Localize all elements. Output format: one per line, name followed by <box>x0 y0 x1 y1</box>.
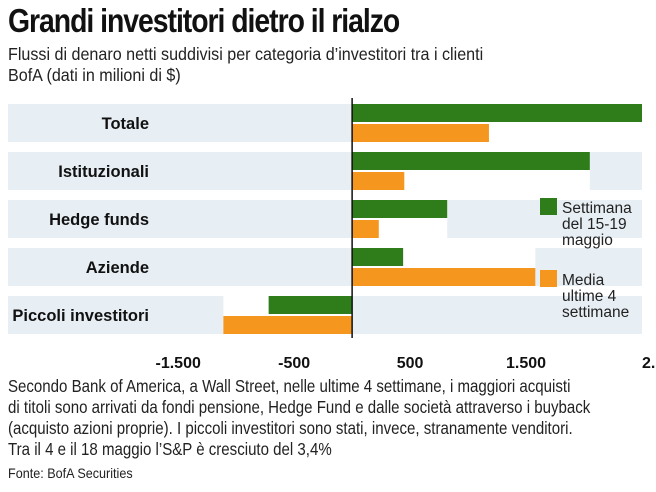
legend-label: del 15-19 <box>562 216 627 233</box>
footnote: Secondo Bank of America, a Wall Street, … <box>8 376 610 460</box>
footnote-line: di titoli sono arrivati da fondi pension… <box>8 397 591 417</box>
legend-label: Media <box>562 272 605 289</box>
bar-current-week <box>352 248 404 266</box>
bar-4week-average <box>352 172 405 190</box>
source-note: Fonte: BofA Securities <box>8 465 133 481</box>
category-label: Istituzionali <box>58 163 149 181</box>
category-label: Piccoli investitori <box>12 307 149 325</box>
page-title: Grandi investitori dietro il rialzo <box>8 2 400 39</box>
footnote-line: Secondo Bank of America, a Wall Street, … <box>8 376 571 396</box>
bar-chart: Totale Istituzionali Hedge funds Aziende Pic… <box>8 98 656 372</box>
bar-current-week <box>268 296 353 314</box>
x-tick-label: -1.500 <box>156 355 201 372</box>
x-tick-label: 2.500 <box>642 355 656 372</box>
legend-label: ultime 4 <box>562 288 617 305</box>
row-band <box>8 248 642 286</box>
legend-label: Settimana <box>562 200 632 217</box>
legend-swatch-current-week <box>540 198 557 215</box>
footnote-line: (acquisto azioni proprie). I piccoli inv… <box>8 418 573 438</box>
bar-4week-average <box>352 220 379 238</box>
bar-current-week <box>352 152 590 170</box>
category-label: Hedge funds <box>49 211 149 229</box>
x-tick-label: 1.500 <box>506 355 546 372</box>
legend-label: settimane <box>562 304 629 321</box>
bar-current-week <box>352 200 448 218</box>
x-tick-label: -500 <box>278 355 310 372</box>
category-label: Totale <box>102 115 149 133</box>
category-label: Aziende <box>86 259 149 277</box>
x-tick-label: 500 <box>397 355 424 372</box>
row-band <box>8 200 642 238</box>
legend-swatch-average <box>540 270 557 287</box>
chart-subtitle: Flussi di denaro netti suddivisi per cat… <box>8 44 484 85</box>
bar-4week-average <box>352 268 536 286</box>
footnote-line: Tra il 4 e il 18 maggio l’S&P è cresciut… <box>8 439 332 459</box>
bar-4week-average <box>352 124 489 142</box>
bar-current-week <box>352 104 642 122</box>
bar-4week-average <box>223 316 353 334</box>
legend-label: maggio <box>562 232 613 249</box>
